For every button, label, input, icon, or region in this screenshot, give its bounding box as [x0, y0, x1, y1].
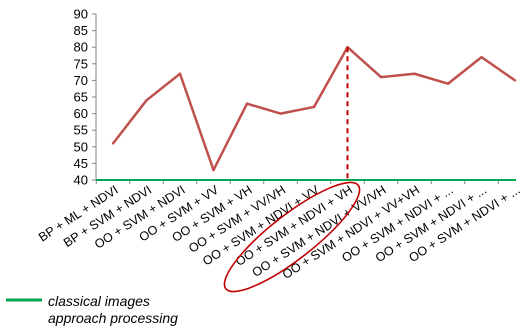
data-point	[245, 102, 249, 105]
data-point	[413, 72, 416, 75]
y-tick-label: 80	[74, 40, 88, 55]
y-tick-label: 50	[74, 139, 88, 154]
y-tick-label: 40	[74, 173, 88, 188]
y-tick-label: 90	[74, 7, 88, 22]
y-tick-label: 45	[74, 156, 88, 171]
data-point	[513, 79, 517, 82]
legend: classical images approach processing	[6, 293, 178, 326]
data-point	[212, 168, 215, 172]
data-point	[480, 55, 483, 59]
series	[111, 45, 517, 172]
data-point	[446, 82, 450, 85]
data-point	[312, 105, 316, 109]
y-tick-label: 70	[74, 73, 88, 88]
data-point	[178, 72, 182, 75]
y-tick-label: 65	[74, 90, 88, 105]
y-tick-label: 55	[74, 123, 88, 138]
series-line	[112, 45, 516, 172]
legend-label-line2: approach processing	[48, 310, 178, 326]
y-tick-label: 85	[74, 23, 88, 38]
data-point	[111, 142, 115, 145]
legend-label-line1: classical images	[48, 293, 150, 309]
highlight-ellipse	[223, 181, 361, 293]
highlight	[223, 47, 361, 293]
y-tick-label: 75	[74, 56, 88, 71]
y-tick-label: 60	[74, 106, 88, 121]
data-point	[279, 112, 282, 115]
data-point	[145, 99, 148, 102]
data-point	[379, 75, 383, 79]
